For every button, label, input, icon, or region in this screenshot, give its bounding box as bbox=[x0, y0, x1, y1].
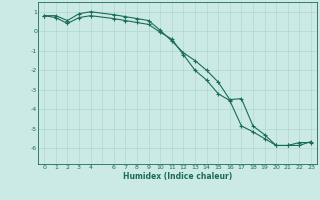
X-axis label: Humidex (Indice chaleur): Humidex (Indice chaleur) bbox=[123, 172, 232, 181]
